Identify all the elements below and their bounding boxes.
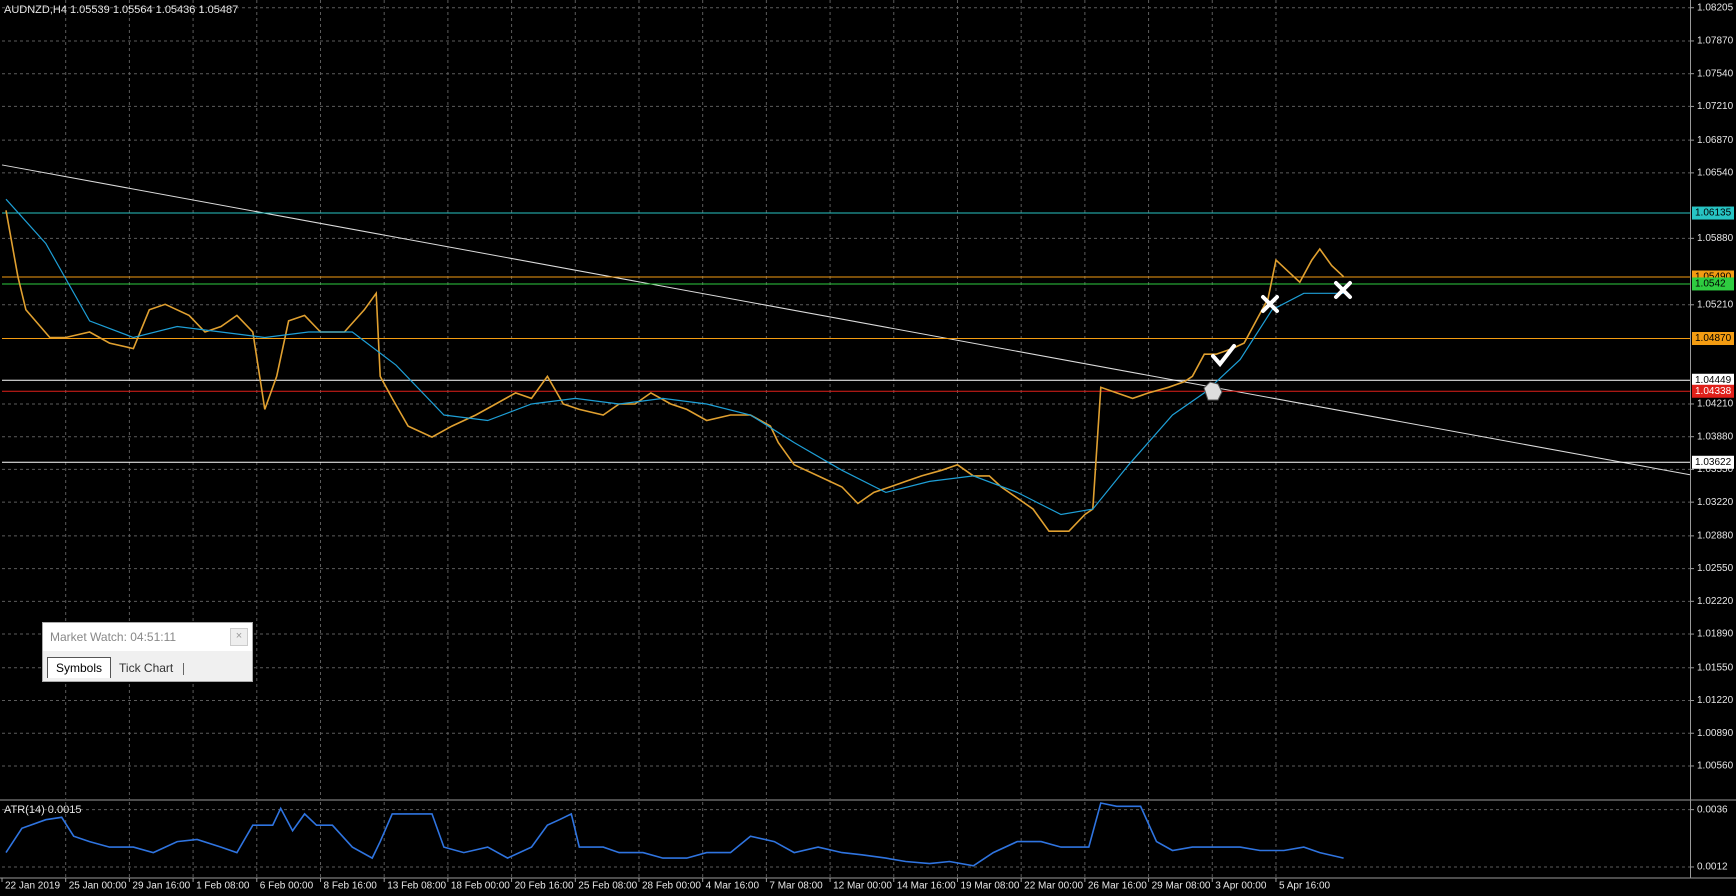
x-tick-label: 1 Feb 08:00 [196,881,250,892]
y-tick-label: 0.0012 [1697,862,1728,873]
level-label-box [1692,277,1734,291]
x-tick-label: 4 Mar 16:00 [706,881,760,892]
y-tick-label: 1.02550 [1697,563,1734,574]
tab[interactable]: Symbols [47,657,112,678]
y-tick-label: 1.07540 [1697,68,1734,79]
x-tick-label: 12 Mar 00:00 [833,881,892,892]
y-tick-label: 1.01220 [1697,695,1734,706]
y-tick-label: 1.01890 [1697,629,1734,640]
x-tick-label: 14 Mar 16:00 [897,881,956,892]
x-tick-label: 26 Mar 16:00 [1088,881,1147,892]
x-tick-label: 6 Feb 00:00 [260,881,314,892]
y-tick-label: 1.08205 [1697,2,1734,13]
trade-entry-marker [1211,344,1236,368]
x-tick-label: 7 Mar 08:00 [769,881,823,892]
series-line [5,198,1344,516]
level-label-box [1692,455,1734,469]
level-label-box [1692,332,1734,346]
x-tick-label: 28 Feb 00:00 [642,881,701,892]
y-tick-label: 1.02220 [1697,596,1734,607]
series-line [5,802,1344,867]
series-line [5,210,1345,532]
tab-separator [183,662,185,675]
tab-bar: Symbols Tick Chart [47,657,185,678]
level-label: 1.04338 [1695,386,1732,397]
x-tick-label: 29 Jan 16:00 [132,881,190,892]
level-label: 1.05490 [1695,272,1732,283]
y-tick-label: 1.06870 [1697,135,1734,146]
y-tick-label: 1.07210 [1697,101,1734,112]
trade-exit-marker [1261,295,1279,313]
lines-layer [1,164,1691,476]
market-watch-titlebar: Market Watch: 04:51:11 × [43,623,252,651]
y-tick-label: 1.00560 [1697,761,1734,772]
y-tick-label: 1.03220 [1697,497,1734,508]
market-watch-window: Market Watch: 04:51:11 × Symbols Tick Cha… [42,622,253,682]
grid-layer [2,0,1690,877]
x-tick-label: 18 Feb 00:00 [451,881,510,892]
level-label: 1.06135 [1695,208,1732,219]
level-label: 1.0542 [1695,279,1726,290]
x-tick-label: 25 Feb 08:00 [578,881,637,892]
level-label: 1.04449 [1695,375,1732,386]
y-tick-label: 1.00890 [1697,728,1734,739]
close-button[interactable]: × [230,628,248,646]
x-tick-label: 22 Mar 00:00 [1024,881,1083,892]
x-tick-label: 3 Apr 00:00 [1215,881,1267,892]
y-tick-label: 1.07870 [1697,36,1734,47]
y-tick-label: 1.04210 [1697,399,1734,410]
x-tick-label: 29 Mar 08:00 [1152,881,1211,892]
level-label-box [1692,206,1734,220]
y-tick-label: 1.03550 [1697,464,1734,475]
chart-title: AUDNZD,H4 1.05539 1.05564 1.05436 1.0548… [4,4,238,16]
level-label-box [1692,373,1734,387]
x-tick-label: 5 Apr 16:00 [1279,881,1331,892]
level-label-box [1692,384,1734,398]
y-tick-label: 1.05210 [1697,299,1734,310]
level-label: 1.04870 [1695,333,1732,344]
y-tick-label: 1.02880 [1697,531,1734,542]
series-layer [5,198,1345,867]
cursor-icon [1203,381,1223,401]
x-tick-label: 19 Mar 08:00 [960,881,1019,892]
y-tick-label: 1.01550 [1697,662,1734,673]
level-label: 1.03622 [1695,457,1732,468]
y-tick-label: 1.03880 [1697,431,1734,442]
x-tick-label: 22 Jan 2019 [5,881,60,892]
market-watch-title: Market Watch: 04:51:11 [50,630,177,644]
trade-exit-marker [1334,281,1352,299]
x-tick-label: 8 Feb 16:00 [323,881,377,892]
trade-markers [1211,281,1352,368]
x-tick-label: 13 Feb 08:00 [387,881,446,892]
y-tick-label: 1.05880 [1697,233,1734,244]
trend-line [1,164,1691,476]
x-tick-label: 20 Feb 16:00 [515,881,574,892]
tab[interactable]: Tick Chart [119,661,174,675]
x-tick-label: 25 Jan 00:00 [69,881,127,892]
indicator-title: ATR(14) 0.0015 [4,804,81,816]
y-tick-label: 1.06540 [1697,168,1734,179]
y-tick-label: 0.0036 [1697,804,1728,815]
